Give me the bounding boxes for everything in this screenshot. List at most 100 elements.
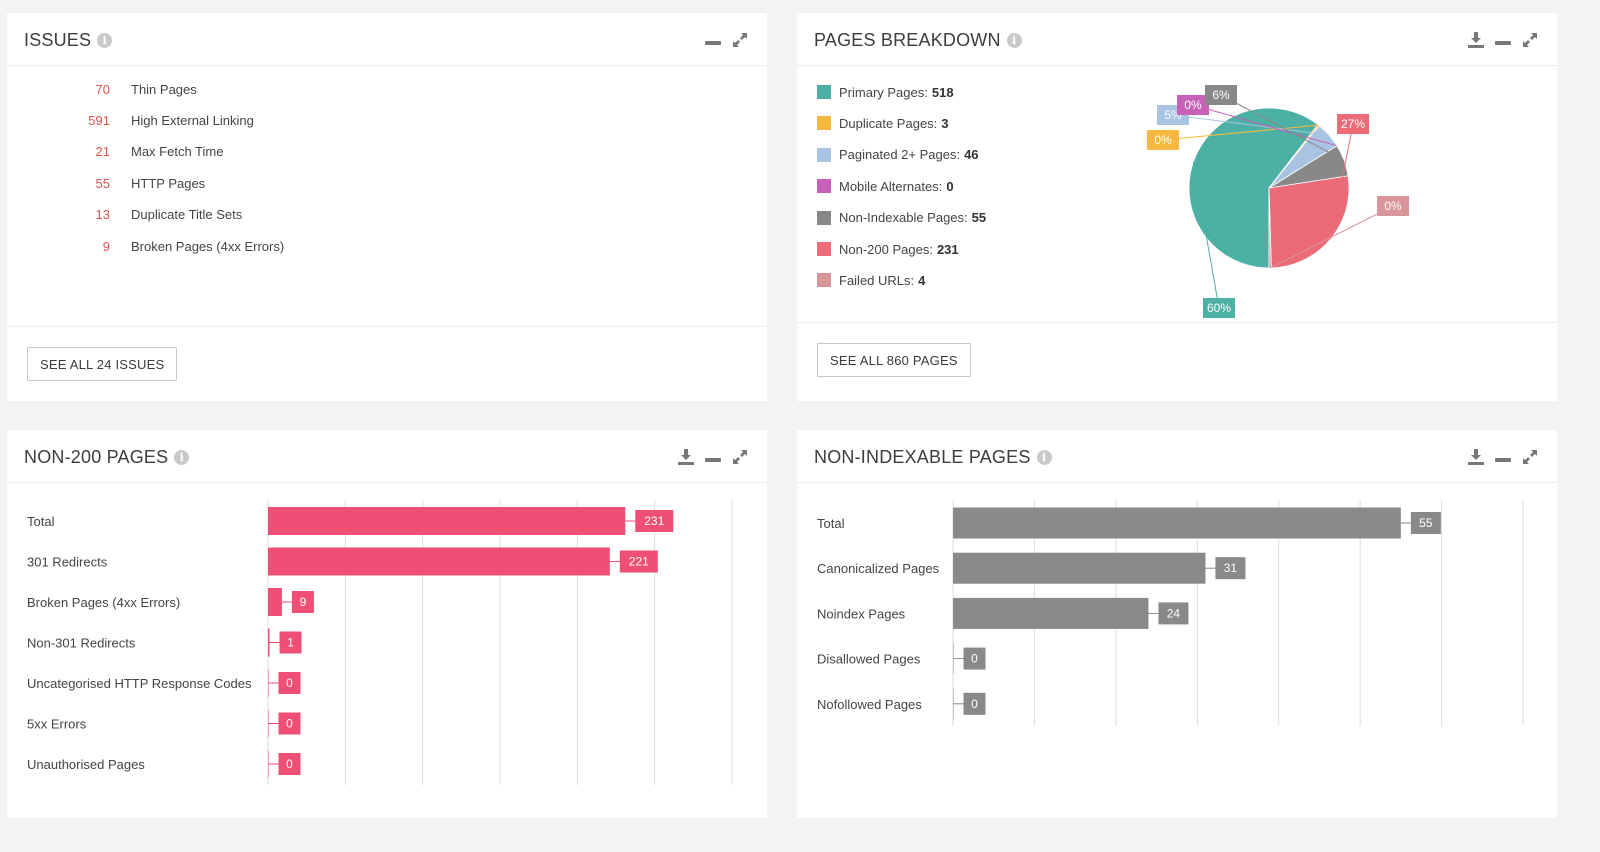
pie-label-connector [1329,123,1354,240]
issue-label[interactable]: Duplicate Title Sets [131,207,243,223]
bar[interactable] [953,507,1401,539]
legend-item[interactable]: Paginated 2+ Pages: 46 [817,146,979,164]
issue-row[interactable]: 591 High External Linking [7,110,254,130]
bar-value-label: 0 [286,676,293,690]
bar-category-label: Nofollowed Pages [817,697,922,712]
see-all-issues-button[interactable]: SEE ALL 24 ISSUES [27,347,178,381]
legend-item[interactable]: Duplicate Pages: 3 [817,114,949,132]
download-icon[interactable] [1467,448,1485,466]
nonindexable-title: NON-INDEXABLE PAGES i [814,447,1052,468]
bar[interactable] [953,688,954,720]
legend-value: 518 [931,84,954,100]
expand-icon[interactable] [1521,448,1539,466]
bar-value-label: 31 [1224,561,1238,575]
issue-label[interactable]: Max Fetch Time [131,144,224,160]
issue-label[interactable]: High External Linking [131,112,254,128]
pie-label-box [1177,95,1209,115]
bar-category-label: Noindex Pages [817,606,906,621]
bar[interactable] [953,597,1149,629]
issues-header: ISSUES i [7,13,767,66]
legend-item[interactable]: Primary Pages: 518 [817,83,954,101]
legend-item[interactable]: Non-200 Pages: 231 [817,240,959,258]
breakdown-title: PAGES BREAKDOWN i [814,30,1022,51]
legend-value: 55 [971,210,987,226]
info-icon[interactable]: i [1006,33,1022,48]
bar[interactable] [268,750,269,778]
expand-icon[interactable] [731,31,749,49]
legend-label: Primary Pages: [839,84,928,100]
legend-swatch [817,85,831,99]
minimize-icon[interactable] [704,448,722,466]
legend-swatch [817,273,831,288]
issues-title: ISSUES i [24,30,113,51]
minimize-icon[interactable] [1494,31,1512,49]
issue-count: 21 [95,144,110,160]
bar[interactable] [268,669,269,697]
bar-category-label: Uncategorised HTTP Response Codes [27,676,252,691]
minimize-icon[interactable] [704,31,722,49]
minimize-icon[interactable] [1494,448,1512,466]
bar-value-box [1215,557,1246,580]
issue-row[interactable]: 9 Broken Pages (4xx Errors) [7,236,284,256]
issue-label[interactable]: Broken Pages (4xx Errors) [131,238,285,254]
bar[interactable] [268,547,610,576]
legend-item[interactable]: Failed URLs: 4 [817,271,925,289]
issue-label[interactable]: Thin Pages [131,81,197,97]
issue-count: 55 [95,175,110,191]
pie-label-connector [1269,205,1394,269]
bar[interactable] [268,507,626,535]
legend-label: Mobile Alternates: [839,178,943,194]
bar-category-label: Non-301 Redirects [27,636,136,651]
non200-bar-chart: Total 231 301 Redirects 221 Broken Pages (4x… [27,500,733,785]
pie-label-connector [1162,124,1319,141]
bar-value-box [963,647,986,670]
see-all-pages-button[interactable]: SEE ALL 860 PAGES [817,343,971,377]
breakdown-panel-controls [1467,31,1539,49]
pie-slice[interactable] [1268,175,1350,269]
bar-category-label: Total [817,516,845,531]
bar[interactable] [268,709,269,738]
info-icon[interactable]: i [174,450,190,465]
issue-row[interactable]: 70 Thin Pages [7,79,197,99]
bar-category-label: Total [27,514,55,529]
bar-value-label: 221 [629,555,649,569]
bar-category-label: Broken Pages (4xx Errors) [27,595,180,610]
issues-panel: ISSUES i 70 Thin Pages 591 High External Li… [7,13,767,401]
info-icon[interactable]: i [97,33,113,48]
pie-percent-label: 0% [1154,133,1172,147]
bar-category-label: Canonicalized Pages [817,561,940,576]
legend-value: 231 [936,241,959,257]
legend-item[interactable]: Non-Indexable Pages: 55 [817,209,986,227]
legend-label: Non-Indexable Pages: [839,210,968,226]
bar-value-label: 0 [971,697,978,711]
nonindexable-bar-chart: Total 55 Canonicalized Pages 31 Noindex Page… [817,500,1524,726]
expand-icon[interactable] [731,448,749,466]
bar-value-label: 0 [971,652,978,666]
bar[interactable] [953,552,1206,584]
bar[interactable] [268,588,282,616]
nonindexable-panel: NON-INDEXABLE PAGES i Total 55 Canonicaliz… [797,430,1557,818]
pie-label-box [1377,196,1409,216]
issue-row[interactable]: 13 Duplicate Title Sets [7,205,243,225]
pie-label-box [1147,130,1179,150]
nonindexable-header: NON-INDEXABLE PAGES i [797,430,1557,483]
legend-item[interactable]: Mobile Alternates: 0 [817,177,954,195]
legend-label: Paginated 2+ Pages: [839,147,961,163]
legend-value: 46 [964,147,979,163]
bar[interactable] [953,643,954,675]
pie-percent-label: 0% [1184,98,1202,112]
bar-value-label: 55 [1419,516,1433,530]
download-icon[interactable] [1467,31,1485,49]
issue-label[interactable]: HTTP Pages [131,175,206,191]
info-icon[interactable]: i [1036,450,1052,465]
pages-breakdown-panel: PAGES BREAKDOWN i Primary Pages: 518 Dupli… [797,13,1557,401]
issue-row[interactable]: 55 HTTP Pages [7,173,206,193]
issue-count: 13 [95,207,110,223]
expand-icon[interactable] [1521,31,1539,49]
download-icon[interactable] [677,448,695,466]
issue-row[interactable]: 21 Max Fetch Time [7,142,224,162]
issue-count: 70 [95,81,110,97]
bar[interactable] [268,628,270,657]
issue-count: 9 [102,238,110,254]
non200-header: NON-200 PAGES i [7,430,767,483]
